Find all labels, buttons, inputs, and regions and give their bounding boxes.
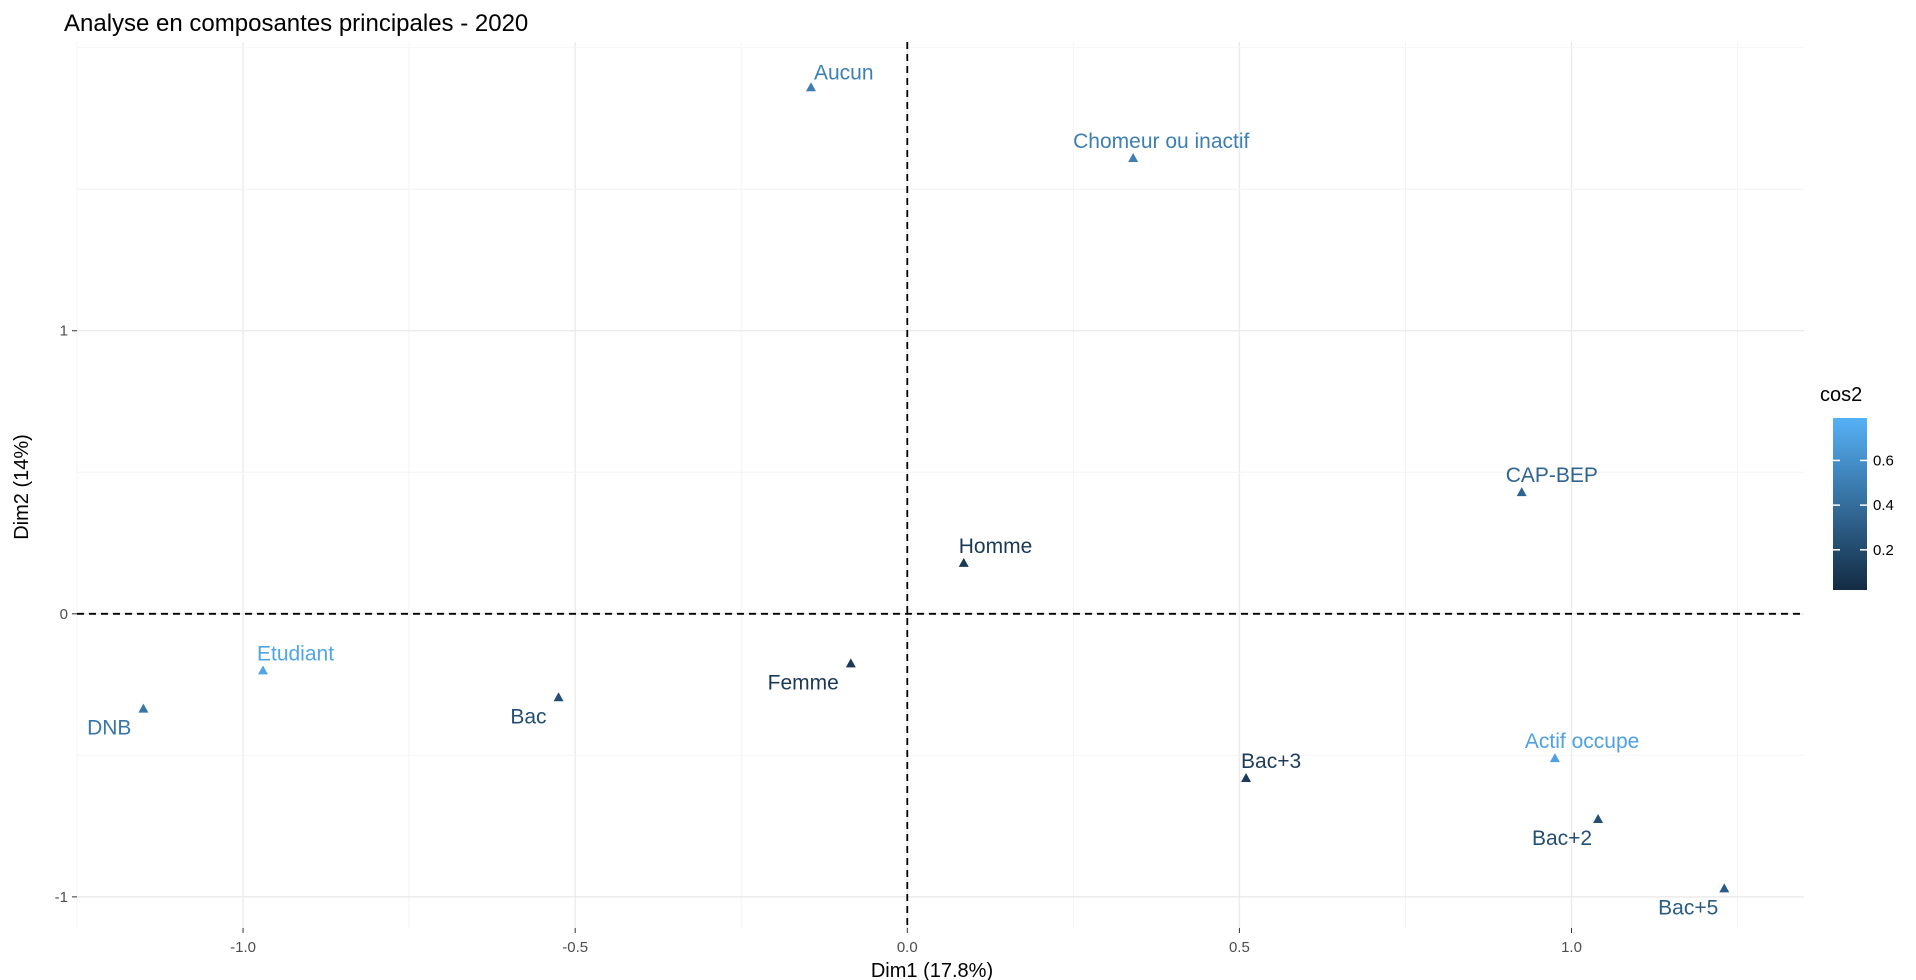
- data-point: [1241, 772, 1252, 782]
- data-point: [1719, 883, 1730, 893]
- y-tick-label: 0: [60, 606, 68, 623]
- point-label: Bac+2: [1532, 827, 1592, 850]
- point-label: Etudiant: [257, 642, 334, 665]
- y-axis-ticks: -1 0 1: [55, 323, 77, 906]
- x-axis-title: Dim1 (17.8%): [871, 960, 993, 980]
- point-label: Bac+3: [1241, 750, 1301, 773]
- data-point: [553, 692, 564, 702]
- point-label: Chomeur ou inactif: [1073, 130, 1249, 153]
- point-label: Bac+5: [1658, 896, 1718, 919]
- point-label: Aucun: [814, 61, 874, 84]
- x-tick-label: -1.0: [230, 939, 256, 956]
- point-label: Bac: [510, 705, 546, 728]
- data-points: [138, 82, 1730, 893]
- legend-tick-label: 0.6: [1873, 452, 1894, 469]
- legend-title: cos2: [1820, 384, 1862, 406]
- y-axis-title: Dim2 (14%): [11, 434, 33, 540]
- chart-title: Analyse en composantes principales - 202…: [64, 10, 528, 37]
- point-label: Femme: [768, 671, 839, 694]
- point-labels: Aucun Chomeur ou inactif CAP-BEP Homme Etudi…: [87, 61, 1718, 919]
- data-point: [1516, 487, 1527, 497]
- data-point: [257, 665, 268, 675]
- color-legend: cos2 0.2 0.4 0.6: [1820, 384, 1894, 590]
- data-point: [958, 557, 969, 567]
- x-tick-label: 1.0: [1561, 939, 1582, 956]
- data-point: [138, 703, 149, 713]
- point-label: CAP-BEP: [1506, 464, 1598, 487]
- x-axis-ticks: -1.0 -0.5 0.0 0.5 1.0: [230, 928, 1582, 956]
- y-tick-label: -1: [55, 889, 68, 906]
- data-point: [1593, 814, 1604, 824]
- data-point: [805, 82, 816, 92]
- y-tick-label: 1: [60, 323, 68, 340]
- legend-tick-label: 0.2: [1873, 542, 1894, 559]
- data-point: [1128, 153, 1139, 163]
- reference-lines: [77, 42, 1804, 928]
- legend-tick-label: 0.4: [1873, 497, 1894, 514]
- data-point: [1549, 753, 1560, 763]
- legend-colorbar: [1833, 418, 1867, 590]
- x-tick-label: 0.5: [1229, 939, 1250, 956]
- x-tick-label: -0.5: [562, 939, 588, 956]
- data-point: [845, 658, 856, 668]
- point-label: Actif occupe: [1525, 730, 1639, 753]
- point-label: DNB: [87, 717, 131, 740]
- x-tick-label: 0.0: [897, 939, 918, 956]
- legend-ticks: 0.2 0.4 0.6: [1833, 452, 1894, 559]
- point-label: Homme: [959, 535, 1033, 558]
